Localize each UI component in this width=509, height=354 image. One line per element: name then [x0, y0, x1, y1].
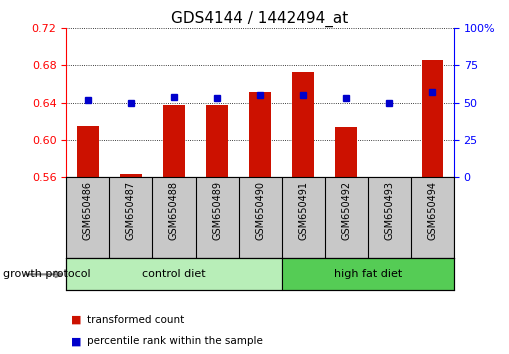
Text: GSM650489: GSM650489: [212, 181, 221, 240]
Bar: [335, 127, 356, 177]
Bar: [281, 258, 453, 290]
Bar: [292, 72, 314, 177]
Bar: [378, 177, 399, 179]
Text: GSM650494: GSM650494: [427, 181, 437, 240]
Text: GSM650488: GSM650488: [168, 181, 179, 240]
Title: GDS4144 / 1442494_at: GDS4144 / 1442494_at: [171, 11, 348, 27]
Bar: [77, 126, 98, 177]
Text: ■: ■: [71, 315, 82, 325]
Text: control diet: control diet: [142, 269, 205, 279]
Text: transformed count: transformed count: [87, 315, 184, 325]
Bar: [120, 174, 142, 177]
Text: GSM650490: GSM650490: [254, 181, 265, 240]
Bar: [249, 92, 270, 177]
Bar: [66, 258, 281, 290]
Bar: [206, 104, 228, 177]
Text: GSM650487: GSM650487: [126, 181, 135, 240]
Bar: [163, 104, 184, 177]
Text: percentile rank within the sample: percentile rank within the sample: [87, 336, 262, 346]
Bar: [421, 60, 442, 177]
Text: high fat diet: high fat diet: [333, 269, 401, 279]
Text: GSM650493: GSM650493: [384, 181, 393, 240]
Text: growth protocol: growth protocol: [3, 269, 90, 279]
Text: GSM650492: GSM650492: [341, 181, 351, 240]
Text: GSM650486: GSM650486: [82, 181, 93, 240]
Text: GSM650491: GSM650491: [298, 181, 307, 240]
Text: ■: ■: [71, 336, 82, 346]
